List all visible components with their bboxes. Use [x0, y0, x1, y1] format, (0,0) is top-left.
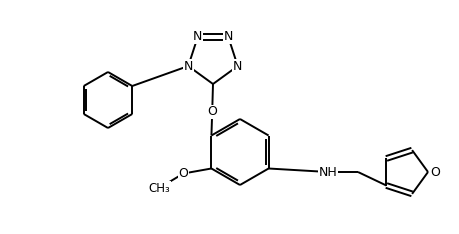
Text: O: O	[178, 167, 188, 180]
Text: NH: NH	[318, 165, 336, 179]
Text: O: O	[207, 105, 217, 118]
Text: N: N	[193, 30, 202, 44]
Text: O: O	[429, 165, 439, 179]
Text: N: N	[183, 59, 192, 73]
Text: N: N	[223, 30, 232, 44]
Text: CH₃: CH₃	[148, 182, 170, 195]
Text: N: N	[233, 59, 242, 73]
